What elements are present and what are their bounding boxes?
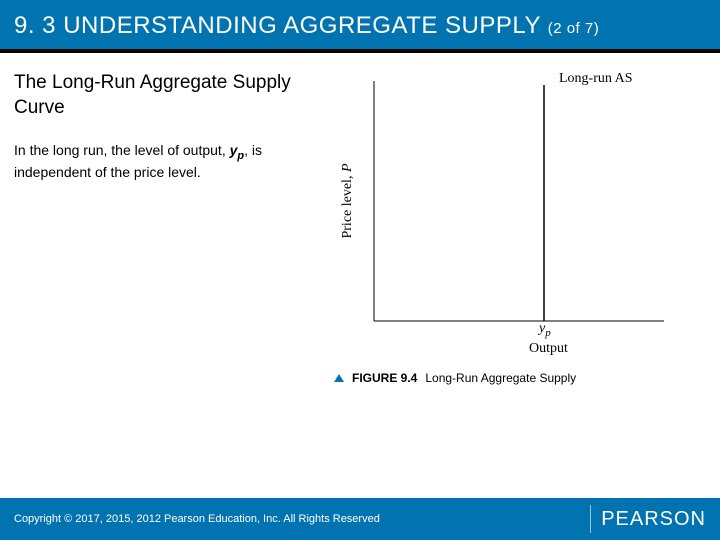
lras-chart: Price level, P Long-run AS yp Output: [334, 71, 674, 371]
brand-divider: [590, 505, 591, 533]
header-title: 9. 3 UNDERSTANDING AGGREGATE SUPPLY (2 o…: [14, 10, 706, 41]
caption-triangle-icon: [334, 374, 344, 382]
slide-body: The Long-Run Aggregate Supply Curve In t…: [0, 53, 720, 371]
copyright-text: Copyright © 2017, 2015, 2012 Pearson Edu…: [14, 513, 380, 525]
slide-footer: Copyright © 2017, 2015, 2012 Pearson Edu…: [0, 498, 720, 540]
figure-title: Long-Run Aggregate Supply: [425, 371, 576, 385]
yaxis-var: P: [340, 164, 355, 173]
figure-caption: FIGURE 9.4 Long-Run Aggregate Supply: [334, 371, 576, 385]
brand-block: PEARSON: [590, 505, 706, 533]
y-axis-label: Price level, P: [340, 164, 356, 239]
figure-column: Price level, P Long-run AS yp Output FIG…: [334, 71, 706, 371]
yaxis-prefix: Price level,: [340, 172, 355, 238]
page-count: (2 of 7): [548, 20, 600, 37]
body-prefix: In the long run, the level of output,: [14, 142, 230, 158]
text-column: The Long-Run Aggregate Supply Curve In t…: [14, 71, 324, 371]
yp-label: yp: [539, 321, 551, 339]
x-axis-label: Output: [529, 341, 568, 357]
title-main: UNDERSTANDING AGGREGATE SUPPLY: [63, 12, 540, 39]
lras-label: Long-run AS: [559, 71, 633, 87]
section-number: 9. 3: [14, 12, 56, 39]
subheading: The Long-Run Aggregate Supply Curve: [14, 71, 324, 120]
yp-p: p: [545, 327, 551, 339]
brand-name: PEARSON: [601, 508, 706, 531]
chart-svg: [334, 71, 674, 371]
slide-header: 9. 3 UNDERSTANDING AGGREGATE SUPPLY (2 o…: [0, 0, 720, 53]
body-paragraph: In the long run, the level of output, yp…: [14, 141, 324, 181]
figure-label: FIGURE 9.4: [352, 371, 417, 385]
